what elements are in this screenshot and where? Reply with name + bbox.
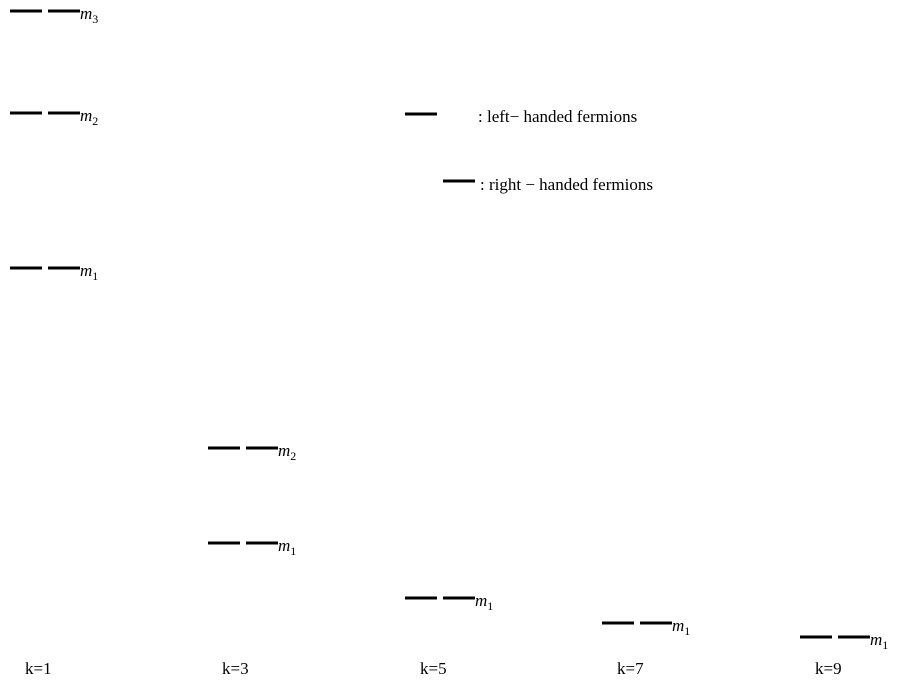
mass-subscript: 2 [290,449,296,463]
k-column-label: k=5 [420,659,447,678]
mass-subscript: 1 [290,544,296,558]
energy-level: m1 [208,536,296,558]
mass-subscript: 1 [882,638,888,652]
mass-subscript: 2 [92,114,98,128]
legend: : left− handed fermions : right − handed… [405,107,653,194]
mass-subscript: 1 [684,624,690,638]
mass-symbol: m [278,536,290,555]
mass-symbol: m [870,630,882,649]
k-column-label: k=3 [222,659,249,678]
mass-symbol: m [475,591,487,610]
mass-level-label: m1 [672,616,690,638]
k-column-label: k=9 [815,659,842,678]
column-labels: k=1 k=3 k=5 k=7 k=9 [25,659,842,678]
k-column-label: k=1 [25,659,52,678]
mass-level-label: m1 [278,536,296,558]
energy-level: m1 [602,616,690,638]
mass-symbol: m [672,616,684,635]
left-handed-legend-label: : left− handed fermions [478,107,637,126]
mass-subscript: 3 [92,12,98,26]
energy-level: m1 [800,630,888,652]
mass-symbol: m [80,106,92,125]
energy-level: m1 [405,591,493,613]
energy-level: m2 [208,441,296,463]
energy-level: m2 [10,106,98,128]
right-handed-legend-label: : right − handed fermions [480,175,653,194]
k-column-label: k=7 [617,659,644,678]
mass-level-label: m1 [80,261,98,283]
mass-level-label: m2 [278,441,296,463]
mass-level-label: m3 [80,4,98,26]
mass-level-label: m2 [80,106,98,128]
mass-level-label: m1 [475,591,493,613]
mass-symbol: m [80,4,92,23]
energy-level: m1 [10,261,98,283]
mass-subscript: 1 [92,269,98,283]
mass-symbol: m [80,261,92,280]
mass-subscript: 1 [487,599,493,613]
mass-level-label: m1 [870,630,888,652]
energy-level: m3 [10,4,98,26]
mass-symbol: m [278,441,290,460]
